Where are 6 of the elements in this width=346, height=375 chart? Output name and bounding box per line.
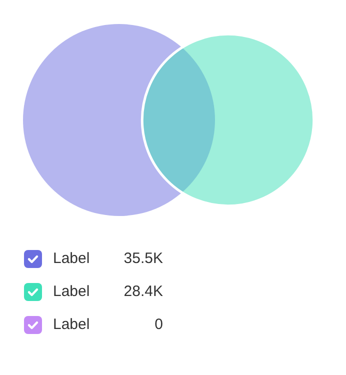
- category-label: Label: [53, 250, 91, 267]
- data-label: 0: [154, 316, 163, 333]
- category-label: Label: [53, 316, 91, 333]
- category-label: Label: [53, 283, 91, 300]
- data-label: 28.4K: [122, 283, 163, 300]
- data-label: 35.5K: [122, 250, 163, 267]
